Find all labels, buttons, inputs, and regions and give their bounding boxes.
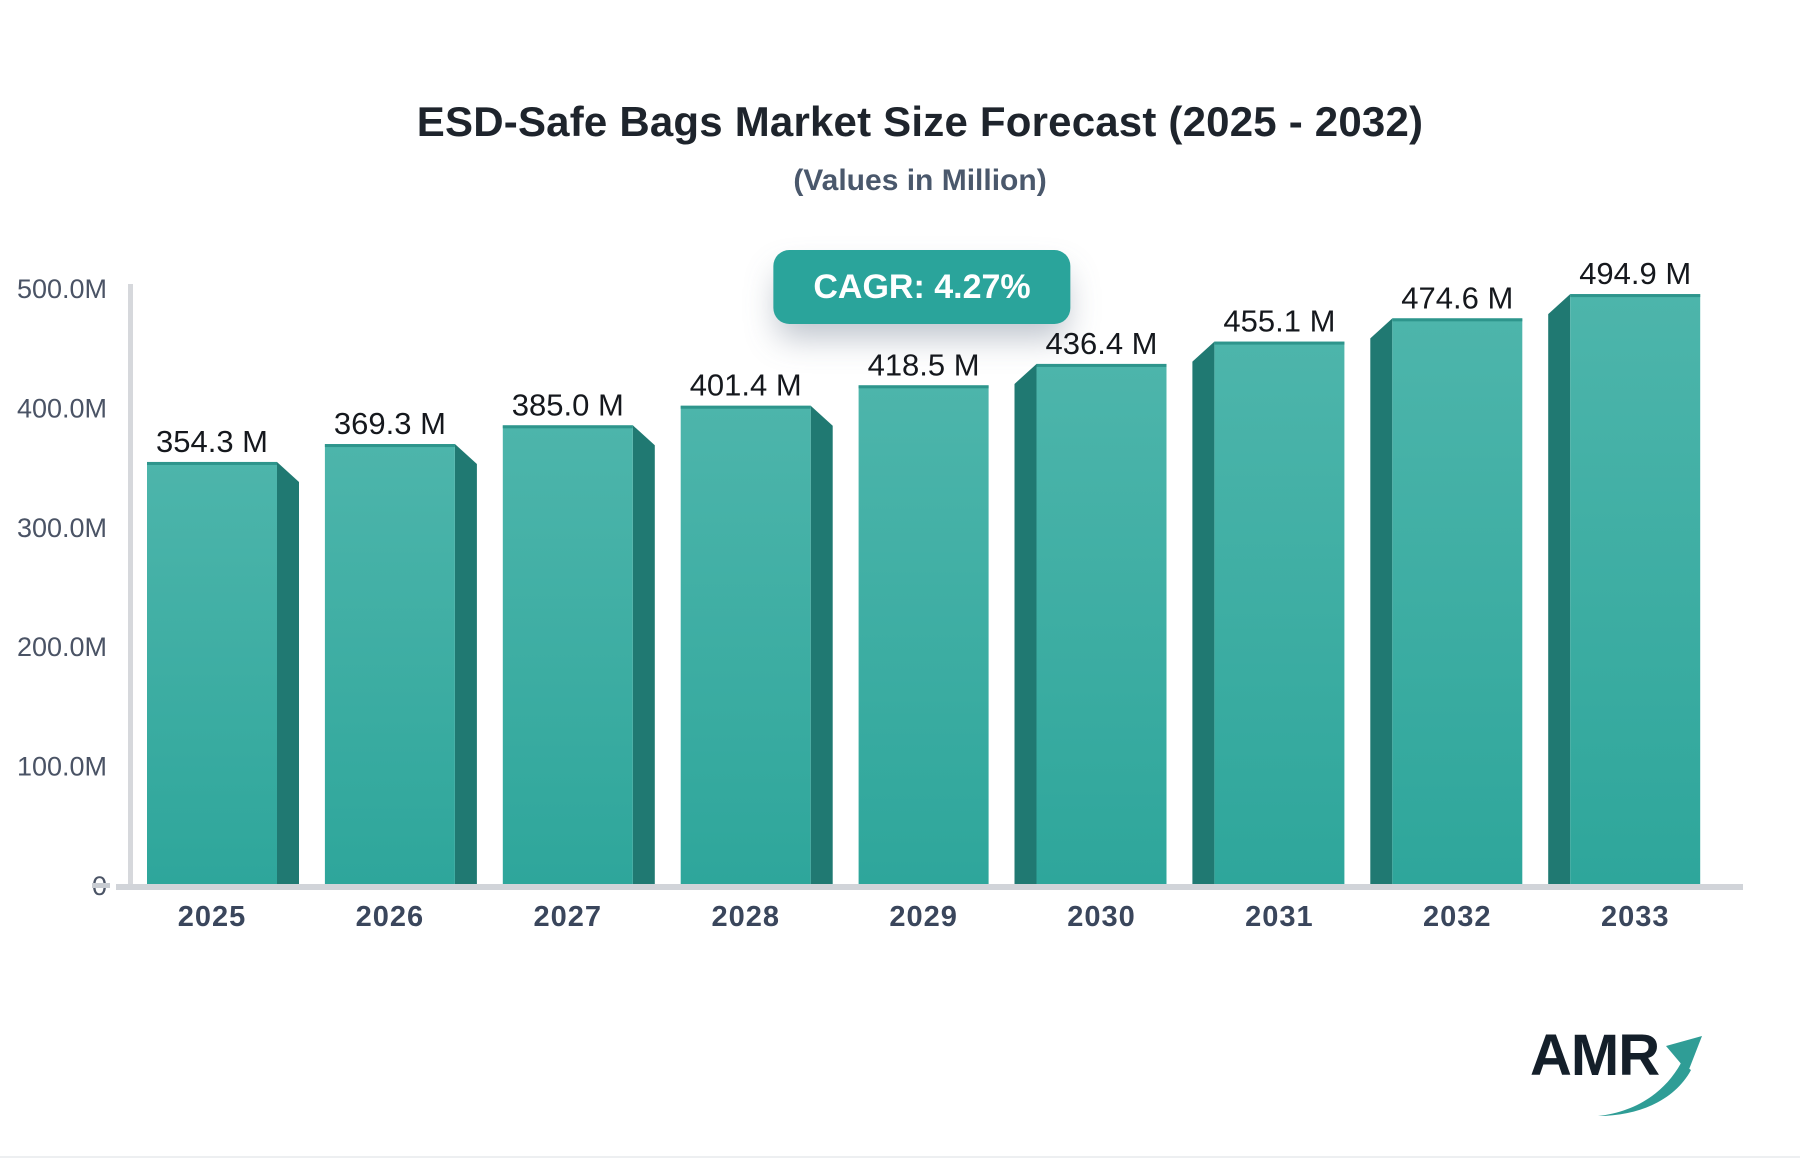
bar-top-edge <box>680 405 811 409</box>
bar-front-face <box>1570 294 1701 886</box>
bar-group-2030 <box>1014 363 1167 886</box>
chart-title: ESD-Safe Bags Market Size Forecast (2025… <box>416 98 1424 145</box>
bar-top-edge <box>147 461 277 465</box>
bar-side-face <box>1370 318 1393 885</box>
x-axis-year-label: 2030 <box>1067 901 1136 933</box>
bar-group-2033 <box>1548 294 1701 886</box>
bar-top-edge <box>1570 294 1701 298</box>
bar-group-2026 <box>324 444 477 885</box>
labels: 354.3 M 2025 369.3 M 2026 385.0 M 2027 401.4 M… <box>156 256 1691 933</box>
bar-front-face <box>1214 341 1345 885</box>
x-axis-year-label: 2029 <box>889 901 958 933</box>
bar-side-face <box>810 405 833 885</box>
amr-logo-text: AMR <box>1530 1023 1660 1088</box>
bar-front-face <box>680 405 811 885</box>
y-tick-label: 200.0M <box>17 632 107 662</box>
bar-front-face <box>147 461 277 885</box>
cagr-badge: CAGR: 4.27% <box>773 250 1071 324</box>
bar-value-label: 494.9 M <box>1579 256 1691 291</box>
x-axis-year-label: 2027 <box>534 901 603 933</box>
x-axis-year-label: 2031 <box>1245 901 1314 933</box>
bar-group-2029 <box>858 385 989 885</box>
bar-side-face <box>454 444 477 885</box>
bar-group-2027 <box>502 425 655 885</box>
chart-subtitle: (Values in Million) <box>793 164 1047 197</box>
bars <box>147 294 1701 886</box>
bar-front-face <box>1392 318 1523 885</box>
bar-top-edge <box>502 425 633 429</box>
x-axis-year-label: 2033 <box>1601 901 1670 933</box>
x-axis-baseline <box>116 884 1743 890</box>
bar-group-2031 <box>1192 341 1345 885</box>
amr-logo: AMR <box>1530 1022 1730 1132</box>
bar-side-face <box>1548 294 1571 886</box>
bar-front-face <box>324 444 455 885</box>
bar-side-face <box>277 461 299 885</box>
y-tick-label: 300.0M <box>17 513 107 543</box>
bar-front-face <box>502 425 633 885</box>
y-tick-label: 100.0M <box>17 752 107 782</box>
bar-front-face <box>1036 363 1167 886</box>
bar-value-label: 369.3 M <box>334 406 446 441</box>
bar-group-2025 <box>147 461 299 885</box>
bar-top-edge <box>1036 363 1167 367</box>
bar-group-2032 <box>1370 318 1523 885</box>
amr-logo-arrow-icon <box>1598 1036 1702 1116</box>
bar-value-label: 418.5 M <box>868 347 980 382</box>
bar-top-edge <box>858 385 989 389</box>
bar-side-face <box>1192 341 1215 885</box>
bar-top-edge <box>324 444 455 448</box>
bar-side-face <box>632 425 655 885</box>
x-axis-year-label: 2025 <box>178 901 247 933</box>
bar-group-2028 <box>680 405 833 885</box>
bar-top-edge <box>1392 318 1523 322</box>
zero-tick-mark <box>92 883 110 888</box>
bar-value-label: 401.4 M <box>690 368 802 403</box>
y-tick-label: 500.0M <box>17 274 107 304</box>
bar-front-face <box>858 385 989 885</box>
bar-side-face <box>1014 363 1037 886</box>
bar-top-edge <box>1214 341 1345 345</box>
bar-value-label: 474.6 M <box>1401 280 1513 315</box>
bar-value-label: 354.3 M <box>156 424 268 459</box>
y-axis-line <box>128 284 133 889</box>
y-tick-label: 400.0M <box>17 393 107 423</box>
x-axis-year-label: 2032 <box>1423 901 1492 933</box>
bar-value-label: 455.1 M <box>1223 304 1335 339</box>
bar-value-label: 385.0 M <box>512 387 624 422</box>
bar-value-label: 436.4 M <box>1045 326 1157 361</box>
baseline-strip <box>116 884 1743 890</box>
x-axis-year-label: 2028 <box>711 901 780 933</box>
x-axis-year-label: 2026 <box>356 901 425 933</box>
